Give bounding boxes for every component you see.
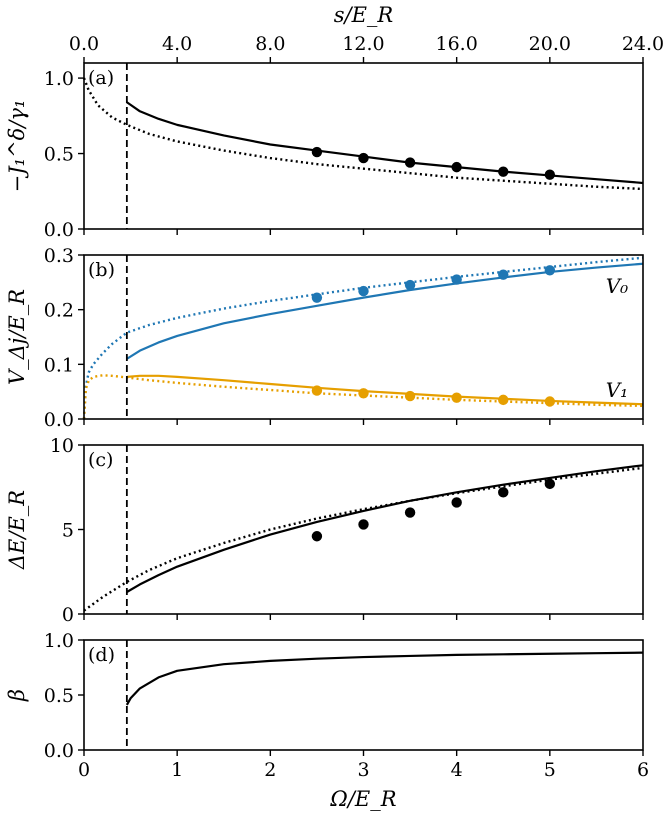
- data-point: [311, 146, 323, 158]
- solid-line-series: [126, 101, 644, 185]
- panel-label: (d): [88, 644, 115, 666]
- y-tick-label: 0.0: [44, 219, 74, 241]
- data-point: [311, 385, 323, 396]
- x-tick-label: 1: [171, 759, 183, 781]
- dotted-line-series: [83, 466, 644, 612]
- x-tick-label: 6: [637, 759, 649, 781]
- x-tick-label: 2: [264, 759, 276, 781]
- y-tick-label: 0.5: [44, 144, 74, 166]
- series-label: V₁: [606, 378, 628, 402]
- data-point: [544, 396, 556, 407]
- y-axis-label: V_Δj/E_R: [5, 289, 29, 385]
- y-axis-label: β: [5, 689, 29, 702]
- data-point: [404, 157, 416, 168]
- data-point: [498, 166, 509, 177]
- data-point: [544, 169, 556, 180]
- data-point: [404, 390, 416, 402]
- top-x-tick-label: 4.0: [162, 33, 192, 55]
- y-tick-label: 0.5: [44, 685, 74, 707]
- top-x-tick-label: 0.0: [69, 33, 99, 55]
- top-x-axis-label: s/E_R: [334, 3, 394, 27]
- data-point: [544, 478, 556, 490]
- panel-label: (a): [88, 67, 114, 89]
- y-tick-label: 0.2: [44, 300, 74, 322]
- x-tick-label: 5: [544, 759, 556, 781]
- x-axis-label: Ω/E_R: [329, 787, 396, 811]
- top-axis: 0.0 4.0 8.0 12.0 16.0 20.0 24.0 s/E_R: [69, 3, 664, 63]
- dotted-line-series: [82, 77, 644, 191]
- data-point: [498, 487, 509, 498]
- top-x-tick-label: 16.0: [436, 33, 478, 55]
- y-tick-label: 0: [62, 604, 74, 626]
- y-tick-label: 5: [62, 520, 74, 542]
- data-point: [404, 507, 416, 518]
- x-tick-label: 3: [357, 759, 369, 781]
- data-point: [311, 292, 323, 303]
- solid-line-series: [126, 262, 644, 360]
- series-label: V₀: [606, 274, 628, 298]
- y-tick-label: 0.3: [44, 245, 74, 267]
- y-axis-label: −J₁^δ/γ₁: [5, 100, 29, 193]
- data-point: [451, 392, 462, 403]
- panels: 0.0 0.5 1.0 (a) −J₁^δ/γ₁ 0.0 0.1 0.2 0.3 (b) V_Δj/…: [5, 62, 644, 762]
- y-tick-label: 10: [50, 435, 74, 457]
- top-x-tick-label: 24.0: [622, 33, 664, 55]
- y-tick-label: 0.1: [44, 354, 74, 376]
- panel-d: 0.0 0.5 1.0 (d) β: [5, 630, 644, 762]
- top-x-tick-label: 12.0: [342, 33, 384, 55]
- plot-frame: [83, 62, 644, 230]
- solid-line-series: [126, 464, 644, 593]
- data-point: [311, 531, 323, 542]
- panel-c: 0 5 10 (c) ΔE/E_R: [5, 435, 644, 626]
- y-tick-label: 0.0: [44, 409, 74, 431]
- data-point: [358, 285, 369, 297]
- data-point: [544, 265, 556, 276]
- solid-line-series: [125, 651, 644, 706]
- top-x-tick-label: 20.0: [529, 33, 571, 55]
- data-point: [451, 497, 462, 508]
- top-x-tick-label: 8.0: [255, 33, 285, 55]
- y-axis-label: ΔE/E_R: [5, 490, 29, 570]
- y-tick-label: 1.0: [44, 68, 74, 90]
- panel-label: (b): [88, 259, 115, 281]
- panel-label: (c): [88, 449, 113, 471]
- data-point: [358, 519, 369, 530]
- y-tick-label: 1.0: [44, 630, 74, 652]
- y-tick-label: 0.0: [44, 740, 74, 762]
- bottom-axis: 0 1 2 3 4 5 6 Ω/E_R: [78, 759, 649, 811]
- x-tick-label: 0: [78, 759, 90, 781]
- data-point: [498, 394, 509, 406]
- x-tick-label: 4: [451, 759, 463, 781]
- data-point: [451, 161, 462, 173]
- panel-a: 0.0 0.5 1.0 (a) −J₁^δ/γ₁: [5, 62, 644, 241]
- panel-b: 0.0 0.1 0.2 0.3 (b) V_Δj/E_R V₀ V₁: [5, 245, 644, 431]
- data-point: [358, 152, 369, 164]
- data-point: [358, 388, 369, 399]
- data-point: [451, 274, 462, 285]
- data-point: [498, 269, 509, 280]
- solid-line-series: [126, 374, 644, 406]
- data-point: [404, 279, 416, 291]
